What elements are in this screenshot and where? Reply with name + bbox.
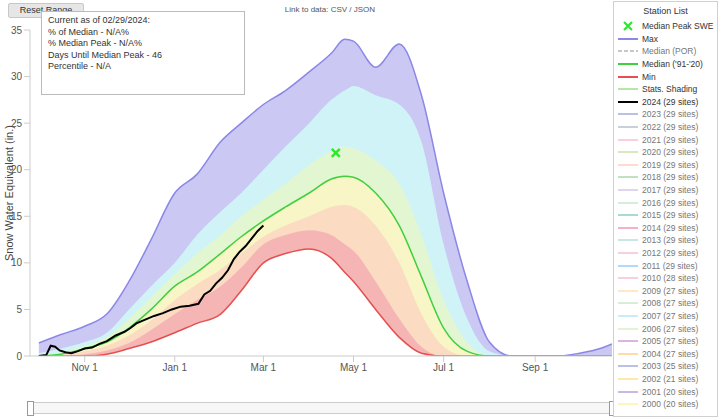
svg-text:May 1: May 1	[340, 362, 368, 373]
svg-text:30: 30	[11, 71, 23, 82]
svg-text:Jan 1: Jan 1	[163, 362, 188, 373]
svg-text:Nov 1: Nov 1	[72, 362, 99, 373]
svg-text:0: 0	[16, 351, 22, 362]
svg-text:Mar 1: Mar 1	[251, 362, 277, 373]
svg-text:Jul 1: Jul 1	[433, 362, 455, 373]
svg-text:35: 35	[11, 25, 23, 36]
svg-text:5: 5	[16, 304, 22, 315]
svg-text:Sep 1: Sep 1	[522, 362, 549, 373]
